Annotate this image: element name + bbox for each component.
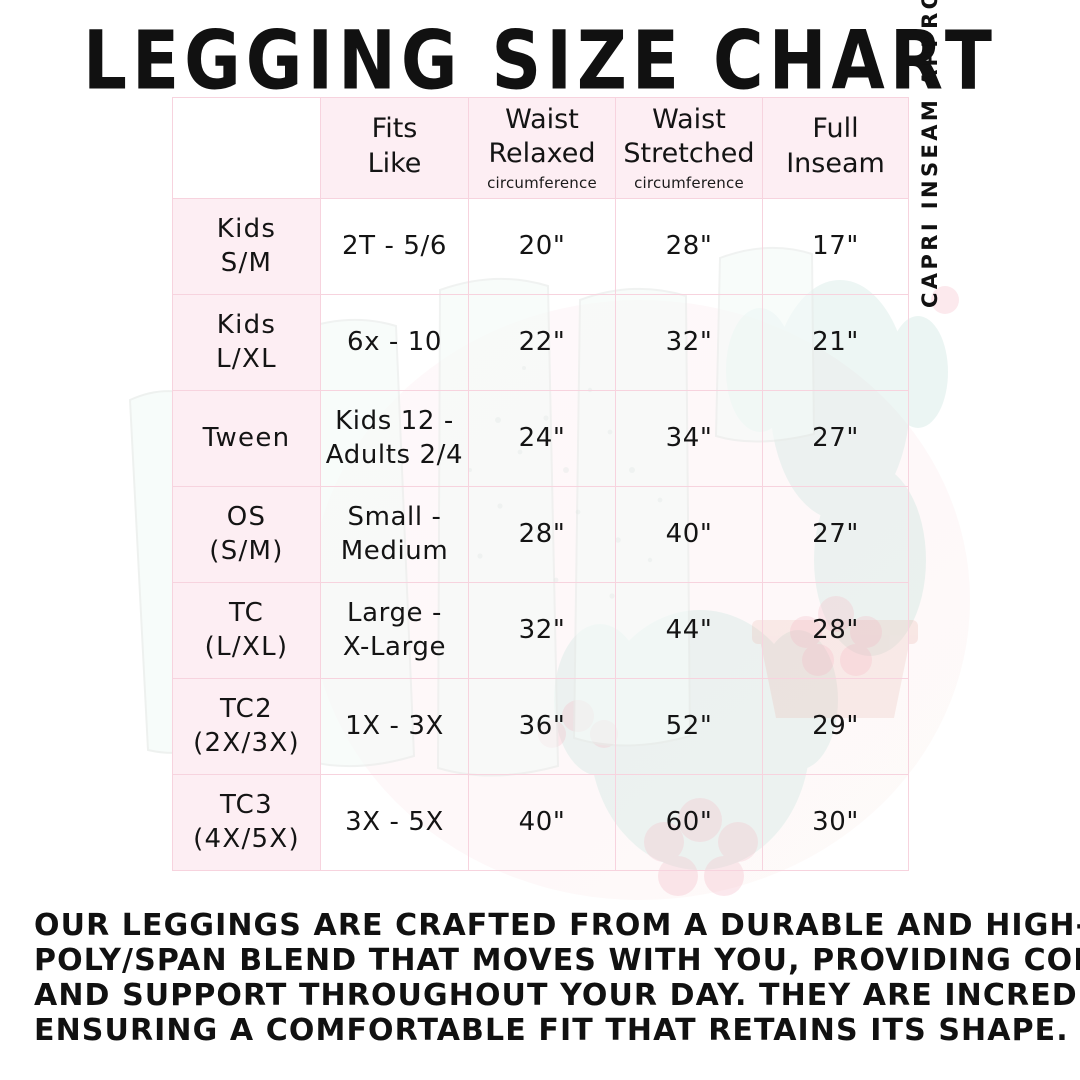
row-size-line1: TC [228,598,265,629]
cell-fits-like: 1X - 3X [320,678,469,775]
cell-line2: X-Large [342,631,447,662]
footer-description: OUR LEGGINGS ARE CRAFTED FROM A DURABLE … [34,908,1080,1048]
column-header-line1: Waist [652,103,726,135]
cell-fits-like: 3X - 5X [320,774,469,871]
cell-fits-like: 6x - 10 [320,294,469,391]
column-header-waist-relaxed: Waist Relaxed circumference [468,97,616,199]
column-header-fits-like: Fits Like [320,97,469,199]
cell-line1: 3X - 5X [345,806,444,837]
row-size-line1: Kids [216,310,277,341]
cell-full-inseam: 17" [762,198,909,295]
cell-waist-stretched: 40" [615,486,763,583]
row-size-line2: L/XL [216,343,277,374]
column-header-sub: circumference [634,173,744,192]
cell-waist-relaxed: 24" [468,390,616,487]
table-row: Tween Kids 12 - Adults 2/4 24" 34" 27" [172,390,909,487]
row-size-label: TC3 (4X/5X) [172,774,321,871]
row-size-label: TC (L/XL) [172,582,321,679]
footer-line-1: OUR LEGGINGS ARE CRAFTED FROM A DURABLE … [34,908,1080,943]
page-title: LEGGING SIZE CHART [83,14,997,109]
cell-full-inseam: 27" [762,486,909,583]
row-size-label: Tween [172,390,321,487]
row-size-line1: TC2 [220,694,273,725]
row-size-line2: (2X/3X) [193,727,300,758]
cell-waist-relaxed: 36" [468,678,616,775]
row-size-line1: OS [226,502,267,533]
footer-line-2: POLY/SPAN BLEND THAT MOVES WITH YOU, PRO… [34,943,1080,978]
cell-waist-stretched: 28" [615,198,763,295]
table-row: TC2 (2X/3X) 1X - 3X 36" 52" 29" [172,678,909,775]
column-header-line1: Full [812,113,859,145]
cell-waist-stretched: 60" [615,774,763,871]
footer-line-3: AND SUPPORT THROUGHOUT YOUR DAY. THEY AR… [34,978,1080,1013]
cell-line1: Large - [347,598,442,629]
table-row: Kids S/M 2T - 5/6 20" 28" 17" [172,198,909,295]
row-size-line2: (4X/5X) [193,823,300,854]
row-size-label: Kids S/M [172,198,321,295]
row-size-line2: (L/XL) [204,631,289,662]
row-size-label: Kids L/XL [172,294,321,391]
table-row: TC (L/XL) Large - X-Large 32" 44" 28" [172,582,909,679]
row-size-label: OS (S/M) [172,486,321,583]
cell-full-inseam: 30" [762,774,909,871]
column-header-line1: Waist [505,103,579,135]
table-row: TC3 (4X/5X) 3X - 5X 40" 60" 30" [172,774,909,871]
column-header-line2: Like [367,148,422,179]
cell-full-inseam: 28" [762,582,909,679]
row-size-line1: Kids [216,214,277,245]
cell-fits-like: Large - X-Large [320,582,469,679]
cell-line1: Small - [347,502,442,533]
cell-line1: Kids 12 - [335,406,454,437]
cell-line2: Adults 2/4 [325,439,464,470]
row-size-line2: (S/M) [209,535,284,566]
row-size-label: TC2 (2X/3X) [172,678,321,775]
cell-waist-relaxed: 22" [468,294,616,391]
cell-line1: 2T - 5/6 [342,230,447,261]
table-corner-cell [172,97,321,199]
cell-full-inseam: 27" [762,390,909,487]
column-header-line2: Inseam [786,148,885,179]
row-size-line1: Tween [202,422,291,453]
row-size-line2: S/M [220,247,273,278]
column-header-sub: circumference [487,173,597,192]
column-header-waist-stretched: Waist Stretched circumference [615,97,763,199]
row-size-line1: TC3 [220,790,273,821]
cell-line1: 1X - 3X [345,710,444,741]
column-header-line1: Fits [371,113,418,145]
column-header-full-inseam: Full Inseam [762,97,909,199]
cell-waist-relaxed: 28" [468,486,616,583]
cell-full-inseam: 29" [762,678,909,775]
cell-waist-relaxed: 32" [468,582,616,679]
cell-fits-like: 2T - 5/6 [320,198,469,295]
size-chart-table: Fits Like Waist Relaxed circumference Wa… [172,97,909,871]
cell-full-inseam: 21" [762,294,909,391]
cell-waist-relaxed: 40" [468,774,616,871]
cell-fits-like: Kids 12 - Adults 2/4 [320,390,469,487]
cell-waist-stretched: 44" [615,582,763,679]
size-chart-table-wrapper: Fits Like Waist Relaxed circumference Wa… [172,97,909,871]
cell-waist-stretched: 34" [615,390,763,487]
cell-line2: Medium [340,535,449,566]
column-header-line2: Stretched [623,138,755,170]
table-row: Kids L/XL 6x - 10 22" 32" 21" [172,294,909,391]
cell-waist-relaxed: 20" [468,198,616,295]
cell-waist-stretched: 32" [615,294,763,391]
capri-inseam-note: CAPRI INSEAM APPROX 8 INCHES SHORTER [918,0,964,308]
cell-line1: 6x - 10 [346,326,443,357]
table-row: OS (S/M) Small - Medium 28" 40" 27" [172,486,909,583]
footer-line-4: ENSURING A COMFORTABLE FIT THAT RETAINS … [34,1013,1069,1048]
cell-waist-stretched: 52" [615,678,763,775]
cell-fits-like: Small - Medium [320,486,469,583]
column-header-line2: Relaxed [488,138,596,170]
table-header-row: Fits Like Waist Relaxed circumference Wa… [172,97,909,199]
